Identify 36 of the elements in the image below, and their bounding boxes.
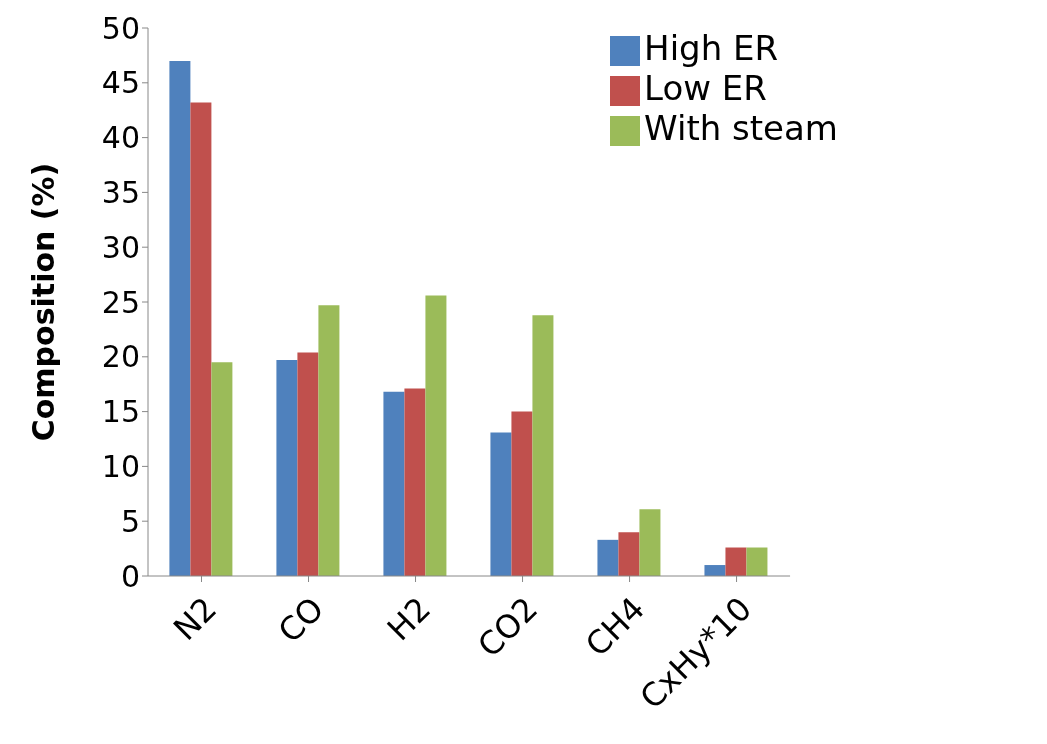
x-tick-label: H2	[379, 589, 439, 649]
y-tick-label: 35	[101, 175, 140, 211]
bar	[190, 102, 212, 576]
y-tick-label: 45	[101, 65, 140, 101]
y-tick-label: 25	[101, 284, 140, 320]
bar	[276, 360, 298, 576]
bar	[425, 295, 447, 576]
y-tick-label: 0	[120, 558, 140, 594]
bar	[211, 362, 233, 576]
bar	[297, 352, 319, 576]
y-tick-label: 5	[120, 503, 140, 539]
bar	[404, 388, 426, 576]
legend-label: Low ER	[644, 68, 767, 108]
bar	[725, 547, 747, 576]
bar	[490, 432, 512, 576]
bar	[746, 547, 768, 576]
bar	[383, 391, 405, 576]
bar	[318, 305, 340, 576]
legend-label: High ER	[644, 28, 779, 68]
y-axis-title: Composition (%)	[25, 162, 61, 442]
y-tick-label: 30	[101, 229, 140, 265]
bar	[511, 411, 533, 576]
bar	[169, 60, 191, 576]
y-tick-label: 40	[101, 120, 140, 156]
y-tick-label: 20	[101, 339, 140, 375]
x-tick-label: CO	[270, 589, 332, 651]
bar	[597, 539, 619, 576]
y-tick-label: 15	[101, 394, 140, 430]
y-tick-label: 10	[101, 449, 140, 485]
legend-label: With steam	[644, 108, 838, 148]
bar	[639, 509, 661, 576]
bar	[532, 315, 554, 576]
x-tick-label: N2	[165, 589, 225, 648]
bar	[704, 565, 726, 576]
bar	[618, 532, 640, 576]
y-tick-label: 50	[101, 10, 140, 46]
